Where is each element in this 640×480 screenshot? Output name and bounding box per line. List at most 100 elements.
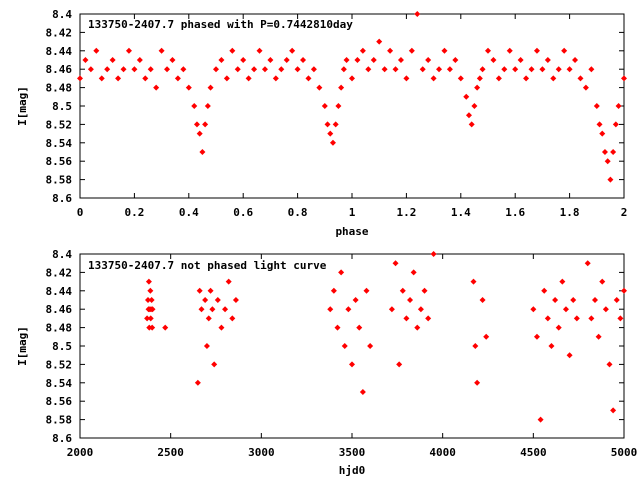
unphased-y-tick-label: 8.42 xyxy=(46,266,73,279)
phased-data-point xyxy=(125,47,132,54)
phased-data-point xyxy=(465,112,472,119)
unphased-data-point xyxy=(414,324,421,331)
phased-x-tick-label: 1.2 xyxy=(396,206,416,219)
phased-data-point xyxy=(403,75,410,82)
unphased-data-point xyxy=(599,278,606,285)
phased-data-point xyxy=(485,47,491,54)
phased-plot-frame xyxy=(79,13,625,199)
phased-data-point xyxy=(104,66,111,73)
unphased-data-point xyxy=(352,297,359,303)
phased-x-tick-label: 1 xyxy=(349,206,356,219)
unphased-y-tick-label: 8.54 xyxy=(46,377,73,390)
phased-data-point xyxy=(272,75,279,82)
phased-data-point xyxy=(256,47,263,54)
phased-data-point xyxy=(174,75,181,82)
phased-data-point xyxy=(615,103,622,109)
phased-y-tick-label: 8.42 xyxy=(46,26,73,39)
unphased-data-point xyxy=(222,306,229,313)
unphased-data-point xyxy=(144,315,151,322)
phased-data-point xyxy=(327,130,334,137)
phased-data-point xyxy=(414,11,421,17)
unphased-data-point xyxy=(202,297,209,303)
unphased-data-point xyxy=(367,343,374,349)
phased-y-tick-label: 8.5 xyxy=(52,100,72,113)
phased-data-point xyxy=(572,57,579,63)
phased-data-point xyxy=(588,66,595,73)
phased-data-point xyxy=(245,75,252,82)
phased-data-point xyxy=(550,75,557,82)
unphased-data-point xyxy=(562,306,569,313)
phased-y-tick-label: 8.56 xyxy=(46,155,73,168)
unphased-data-point xyxy=(570,297,577,303)
unphased-x-tick-label: 3500 xyxy=(339,446,366,459)
unphased-y-tick-label: 8.4 xyxy=(52,248,72,261)
unphased-data-point xyxy=(407,297,414,303)
phased-data-point xyxy=(158,47,165,54)
phased-data-point xyxy=(463,93,470,100)
unphased-data-point xyxy=(147,287,154,294)
phased-data-point xyxy=(471,103,478,109)
phased-x-axis-label: phase xyxy=(335,225,368,238)
unphased-data-point xyxy=(225,278,232,285)
phased-data-point xyxy=(430,75,437,82)
phased-data-point xyxy=(419,66,426,73)
phased-data-point xyxy=(180,66,187,73)
phased-data-point xyxy=(120,66,127,73)
phased-y-tick-label: 8.48 xyxy=(46,82,73,95)
phased-y-tick-label: 8.54 xyxy=(46,137,73,150)
unphased-x-tick-label: 2000 xyxy=(67,446,94,459)
phased-x-tick-label: 1.4 xyxy=(451,206,471,219)
phased-data-point xyxy=(193,121,200,128)
unphased-data-point xyxy=(621,287,627,294)
phased-data-point xyxy=(136,57,143,63)
unphased-data-point xyxy=(541,287,548,294)
phased-data-point xyxy=(77,75,83,82)
unphased-plot-frame xyxy=(79,253,625,439)
phased-data-point xyxy=(343,57,350,63)
phased-data-point xyxy=(332,121,339,128)
phased-data-point xyxy=(528,66,535,73)
phased-data-point xyxy=(185,84,192,91)
unphased-data-point xyxy=(544,315,551,322)
phased-data-point xyxy=(501,66,508,73)
phased-data-point xyxy=(512,66,519,73)
phased-data-point xyxy=(329,139,336,146)
unphased-data-point xyxy=(338,269,345,276)
phased-data-point xyxy=(604,158,611,165)
unphased-data-point xyxy=(149,324,156,331)
unphased-x-tick-label: 3000 xyxy=(248,446,275,459)
phased-data-point xyxy=(596,121,603,128)
unphased-data-point xyxy=(396,361,403,368)
phased-data-point xyxy=(370,57,377,63)
phased-data-point xyxy=(457,75,464,82)
phased-data-point xyxy=(601,149,608,155)
phased-chart: 0 0.2 0.4 0.6 0.8 1 1.2 1.4 1.6 1.8 2 8.4 8.42 8.44 8.… xyxy=(16,8,627,238)
phased-data-point xyxy=(495,75,502,82)
phased-y-tick-label: 8.4 xyxy=(52,8,72,21)
unphased-data-point xyxy=(392,260,399,267)
unphased-data-point xyxy=(552,297,559,303)
unphased-data-point xyxy=(472,343,479,349)
unphased-data-point xyxy=(147,315,154,322)
phased-data-point xyxy=(397,57,404,63)
phased-data-point xyxy=(294,66,301,73)
unphased-data-point xyxy=(425,315,432,322)
unphased-data-point xyxy=(573,315,580,322)
phased-data-point xyxy=(223,75,230,82)
phased-data-point xyxy=(98,75,105,82)
phased-data-point xyxy=(387,47,394,54)
unphased-x-tick-label: 2500 xyxy=(157,446,184,459)
phased-x-tick-label: 1.8 xyxy=(560,206,580,219)
phased-data-point xyxy=(131,66,138,73)
phased-data-point xyxy=(340,66,347,73)
unphased-data-point xyxy=(209,306,216,313)
phased-data-point xyxy=(283,57,290,63)
phased-data-point xyxy=(324,121,331,128)
phased-data-point xyxy=(234,66,241,73)
unphased-data-point xyxy=(211,361,218,368)
phased-data-point xyxy=(381,66,388,73)
unphased-data-point xyxy=(584,260,591,267)
phased-data-point xyxy=(229,47,236,54)
unphased-data-point xyxy=(330,287,337,294)
phased-data-point xyxy=(142,75,149,82)
